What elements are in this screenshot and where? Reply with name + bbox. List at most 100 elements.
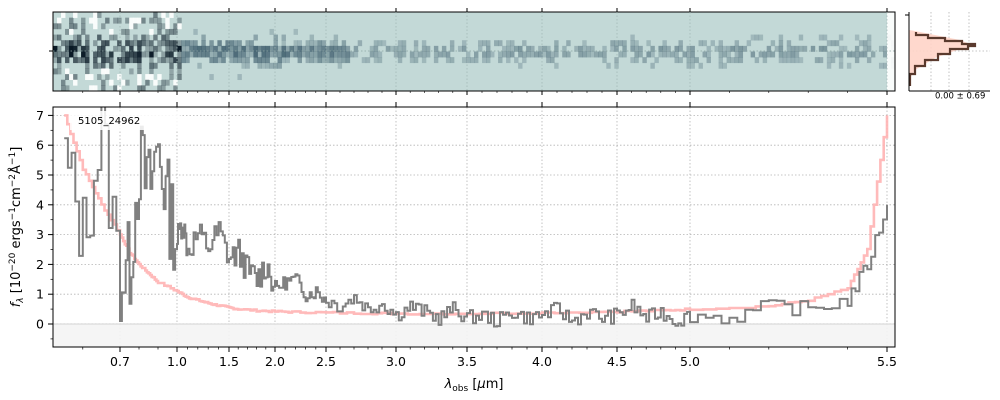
- spectrum-2d-pixel: [461, 57, 467, 64]
- spectrum-2d-pixel: [85, 62, 90, 69]
- spectrum-2d-pixel: [858, 40, 864, 47]
- spectrum-2d-pixel: [241, 51, 246, 58]
- spectrum-2d-pixel: [305, 51, 311, 58]
- spectrum-2d-pixel: [209, 74, 214, 81]
- y-tick-label: 4: [36, 197, 44, 212]
- spectrum-2d-pixel: [826, 40, 832, 47]
- x-tick-label: 3.5: [457, 354, 477, 369]
- spectrum-2d-pixel: [97, 12, 102, 18]
- spectrum-2d-pixel: [117, 17, 122, 24]
- spectrum-2d-pixel: [81, 45, 86, 52]
- x-axis-label: λobs [μm]: [444, 377, 504, 394]
- spectrum-2d-pixel: [698, 40, 703, 47]
- spectrum-2d-pixel: [157, 85, 162, 91]
- spectrum-2d-pixel: [337, 51, 343, 58]
- spectrum-2d-pixel: [165, 51, 170, 58]
- spectrum-2d-pixel: [65, 40, 70, 47]
- spectrum-2d-pixel: [253, 51, 258, 58]
- spectrum-2d-panel: [49, 8, 896, 95]
- spectrum-2d-pixel: [482, 57, 487, 64]
- spectrum-2d-pixel: [694, 57, 699, 64]
- spectrum-2d-pixel: [554, 51, 559, 58]
- spectrum-2d-pixel: [81, 57, 86, 64]
- spectrum-2d-pixel: [377, 57, 383, 64]
- spectrum-2d-pixel: [137, 57, 142, 64]
- spectrum-2d-pixel: [257, 57, 262, 64]
- spectrum-2d-pixel: [546, 57, 551, 64]
- main-y-ticks: 0 1 2 3 4 5 6 7: [36, 108, 53, 340]
- spectrum-2d-pixel: [662, 51, 667, 58]
- spectrum-2d-pixel: [157, 40, 162, 47]
- spectrum-2d-pixel: [582, 40, 587, 47]
- spectrum-2d-pixel: [65, 68, 70, 75]
- spectrum-2d-pixel: [465, 51, 471, 58]
- spectrum-2d-pixel: [566, 40, 571, 47]
- spectrum-2d-pixel: [622, 45, 627, 52]
- spectrum-2d-pixel: [654, 57, 659, 64]
- spectrum-2d-pixel: [662, 45, 667, 52]
- spectrum-2d-pixel: [433, 51, 439, 58]
- spectrum-2d-pixel: [93, 23, 98, 30]
- spectrum-2d-pixel: [738, 51, 744, 58]
- spectrum-2d-pixel: [646, 40, 651, 47]
- spectrum-2d-pixel: [189, 51, 194, 58]
- spectrum-2d-pixel: [149, 68, 154, 75]
- spectrum-2d-pixel: [101, 23, 106, 30]
- spectrum-2d-pixel: [81, 23, 86, 30]
- spectrum-2d-pixel: [169, 68, 174, 75]
- spectrum-1d-panel: 0.7 1.0 1.5 2.0 2.5 3.0 3.5 4.0 4.5 5.0 5.5 0 1 2 3 4 5…: [36, 102, 897, 369]
- spectrum-2d-pixel: [486, 57, 491, 64]
- spectrum-2d-pixel: [229, 40, 234, 47]
- spectrum-2d-pixel: [101, 45, 106, 52]
- spectrum-2d-pixel: [514, 57, 519, 64]
- spectrum-2d-pixel: [594, 51, 599, 58]
- spectrum-2d-pixel: [333, 34, 339, 41]
- spectrum-2d-pixel: [173, 40, 178, 47]
- spectrum-2d-pixel: [878, 62, 884, 69]
- spectrum-2d-pixel: [269, 45, 274, 52]
- spectrum-2d-pixel: [778, 51, 784, 58]
- spectrum-2d-pixel: [754, 57, 760, 64]
- spectrum-2d-pixel: [73, 34, 78, 41]
- spectrum-2d-pixel: [822, 34, 828, 41]
- spectrum-2d-pixel: [397, 57, 403, 64]
- spectrum-2d-pixel: [149, 62, 154, 69]
- spectrum-2d-pixel: [265, 51, 270, 58]
- spectrum-2d-pixel: [209, 57, 214, 64]
- spectrum-2d-pixel: [738, 57, 744, 64]
- spectrum-2d-pixel: [630, 34, 635, 41]
- spectrum-2d-pixel: [313, 57, 319, 64]
- spectrum-2d-pixel: [153, 51, 158, 58]
- spectrum-2d-pixel: [289, 45, 294, 52]
- spectrum-2d-pixel: [69, 17, 74, 24]
- spectrum-2d-pixel: [790, 51, 796, 58]
- spectrum-2d-pixel: [325, 51, 331, 58]
- spectrum-2d-pixel: [157, 23, 162, 30]
- spectrum-2d-pixel: [97, 45, 102, 52]
- spectrum-2d-pixel: [65, 51, 70, 58]
- spectrum-2d-pixel: [317, 51, 323, 58]
- spectrum-2d-pixel: [121, 62, 126, 69]
- spectrum-2d-pixel: [297, 51, 302, 58]
- spectrum-2d-pixel: [149, 57, 154, 64]
- spectrum-2d-pixel: [518, 62, 523, 69]
- spectrum-2d-pixel: [734, 57, 740, 64]
- spectrum-2d-pixel: [113, 17, 118, 24]
- spectrum-2d-pixel: [562, 45, 567, 52]
- spectrum-2d-pixel: [586, 45, 591, 52]
- spectrum-2d-pixel: [758, 51, 764, 58]
- spectrum-2d-pixel: [706, 45, 711, 52]
- spectrum-2d-pixel: [606, 62, 611, 69]
- spectrum-2d-pixel: [277, 45, 282, 52]
- spectrum-2d-pixel: [281, 45, 286, 52]
- spectrum-2d-pixel: [101, 51, 106, 58]
- spectrum-2d-pixel: [133, 51, 138, 58]
- spectrum-2d-pixel: [866, 45, 872, 52]
- spectrum-2d-pixel: [169, 28, 174, 35]
- spectrum-2d-pixel: [261, 62, 266, 69]
- spectrum-2d-pixel: [125, 28, 130, 35]
- spectrum-2d-pixel: [774, 45, 780, 52]
- spectrum-2d-pixel: [854, 34, 860, 41]
- spectrum-2d-pixel: [766, 51, 772, 58]
- spectrum-2d-pixel: [93, 12, 98, 18]
